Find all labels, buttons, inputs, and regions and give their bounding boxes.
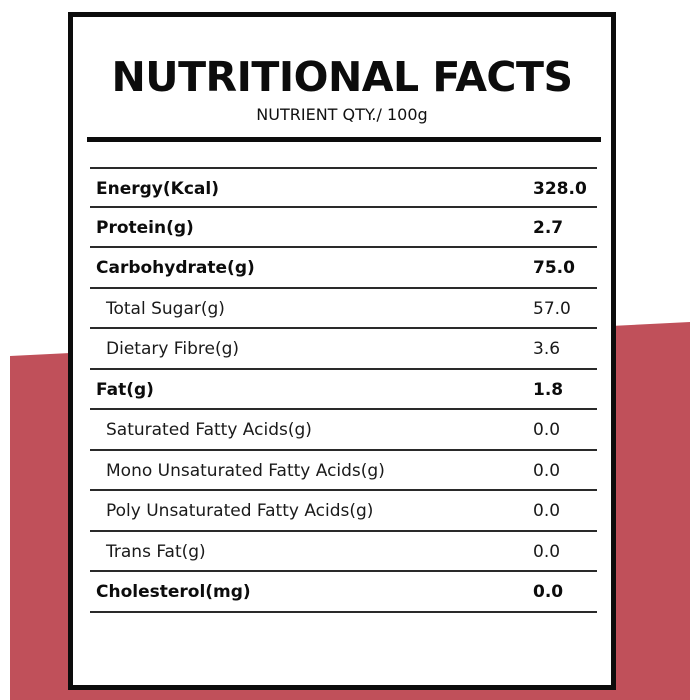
nutrition-label: NUTRITIONAL FACTS NUTRIENT QTY./ 100g En… [68, 12, 616, 690]
nutrient-row: Carbohydrate(g) 75.0 [90, 248, 597, 289]
nutrient-value: 1.8 [533, 379, 564, 400]
nutrient-row: Trans Fat(g) 0.0 [90, 532, 597, 572]
nutrient-row: Saturated Fatty Acids(g) 0.0 [90, 410, 597, 451]
nutrient-row: Cholesterol(mg) 0.0 [90, 572, 597, 613]
nutrient-name: Carbohydrate(g) [96, 258, 255, 278]
nutrient-row: Poly Unsaturated Fatty Acids(g) 0.0 [90, 491, 597, 532]
nutrient-name: Poly Unsaturated Fatty Acids(g) [106, 501, 374, 521]
nutrient-name: Protein(g) [96, 217, 194, 238]
nutrient-table: Energy(Kcal) 328.0 Protein(g) 2.7 Carbohydra… [90, 167, 597, 613]
nutrient-name: Energy(Kcal) [96, 179, 219, 199]
nutrient-name: Mono Unsaturated Fatty Acids(g) [106, 460, 385, 481]
nutrient-value: 0.0 [533, 420, 561, 440]
label-title: NUTRITIONAL FACTS [111, 53, 573, 101]
nutrient-name: Fat(g) [96, 379, 154, 400]
nutrient-value: 0.0 [533, 541, 561, 562]
nutrient-row: Protein(g) 2.7 [90, 208, 597, 248]
nutrient-row: Energy(Kcal) 328.0 [90, 167, 597, 208]
nutrient-row: Dietary Fibre(g) 3.6 [90, 329, 597, 370]
nutrient-value: 75.0 [533, 258, 575, 278]
nutrient-row: Fat(g) 1.8 [90, 370, 597, 410]
nutrient-name: Dietary Fibre(g) [106, 339, 239, 359]
nutrient-value: 0.0 [533, 460, 561, 481]
nutrient-name: Total Sugar(g) [106, 298, 225, 319]
nutrient-value: 3.6 [533, 339, 561, 359]
nutrient-name: Trans Fat(g) [106, 541, 206, 562]
nutrient-value: 2.7 [533, 217, 564, 238]
nutrient-value: 57.0 [533, 298, 571, 319]
nutrient-value: 328.0 [533, 179, 587, 199]
nutrient-row: Mono Unsaturated Fatty Acids(g) 0.0 [90, 451, 597, 491]
nutrient-name: Cholesterol(mg) [96, 582, 251, 602]
nutrient-row: Total Sugar(g) 57.0 [90, 289, 597, 329]
header-divider [87, 137, 601, 142]
label-subtitle: NUTRIENT QTY./ 100g [256, 105, 428, 124]
nutrient-name: Saturated Fatty Acids(g) [106, 420, 312, 440]
nutrient-value: 0.0 [533, 582, 564, 602]
nutrient-value: 0.0 [533, 501, 561, 521]
